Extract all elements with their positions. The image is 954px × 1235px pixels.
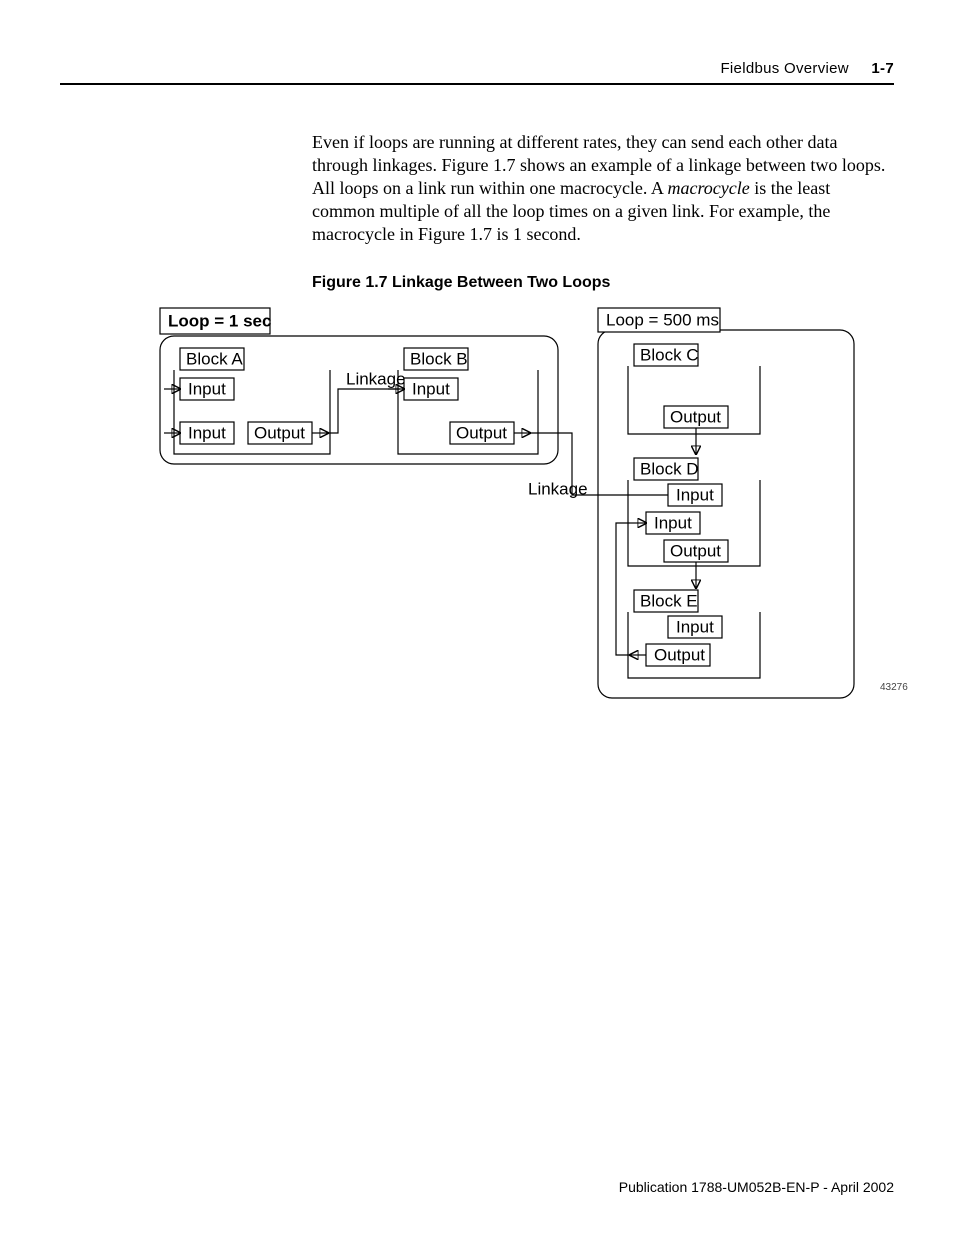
blockD-label: Block D [640, 460, 699, 479]
blockE-input: Input [676, 618, 714, 637]
header-rule [60, 83, 894, 85]
blockC-label: Block C [640, 346, 699, 365]
figure-diagram: Loop = 1 sec Block A Input Input Output … [150, 306, 870, 706]
blockB-label: Block B [410, 350, 468, 369]
blockA-input1: Input [188, 380, 226, 399]
page-header: Fieldbus Overview 1-7 [60, 60, 894, 77]
figure-id: 43276 [880, 682, 908, 693]
linkage1-label: Linkage [346, 370, 406, 389]
loop1-title: Loop = 1 sec [168, 312, 271, 331]
para-em: macrocycle [667, 178, 749, 198]
header-page-number: 1-7 [871, 60, 894, 77]
body-paragraph: Even if loops are running at different r… [312, 131, 894, 246]
blockD-input1: Input [676, 486, 714, 505]
loop2-title: Loop = 500 ms [606, 311, 719, 330]
linkage2-label: Linkage [528, 480, 588, 499]
blockC-output: Output [670, 408, 721, 427]
figure-caption: Figure 1.7 Linkage Between Two Loops [312, 274, 894, 292]
blockE-label: Block E [640, 592, 698, 611]
header-section: Fieldbus Overview [720, 60, 848, 77]
blockE-output: Output [654, 646, 705, 665]
blockD-output: Output [670, 542, 721, 561]
blockB-input: Input [412, 380, 450, 399]
blockD-input2: Input [654, 514, 692, 533]
blockA-output: Output [254, 424, 305, 443]
blockA-input2: Input [188, 424, 226, 443]
blockB-output: Output [456, 424, 507, 443]
page-footer: Publication 1788-UM052B-EN-P - April 200… [619, 1179, 894, 1195]
loop2-box [598, 330, 854, 698]
blockA-label: Block A [186, 350, 243, 369]
